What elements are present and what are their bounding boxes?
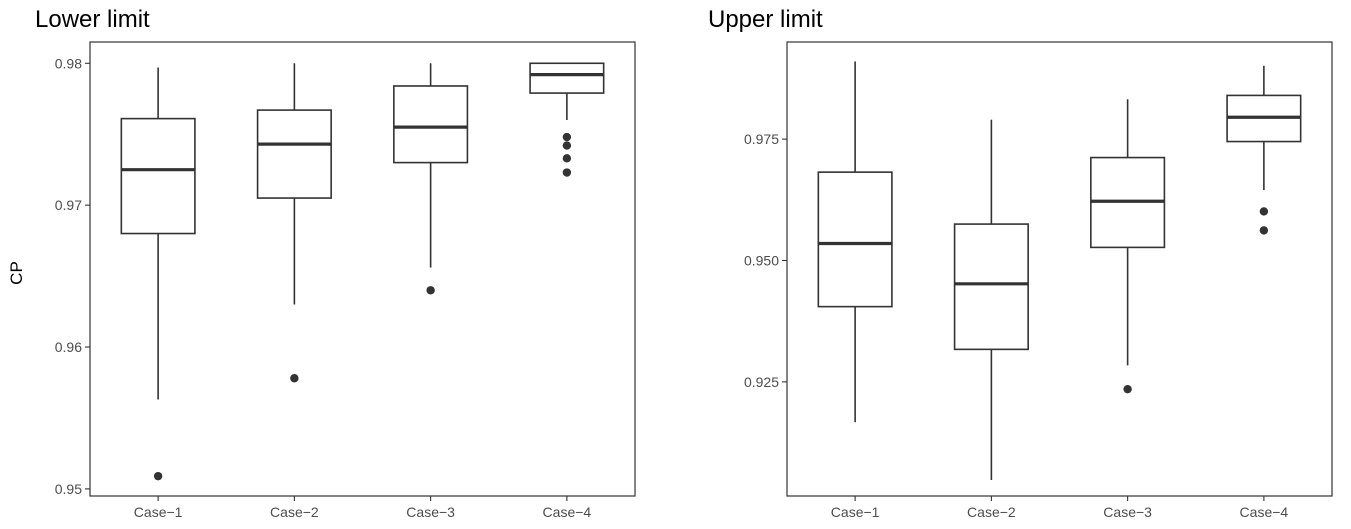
- outlier-point: [1123, 384, 1132, 394]
- x-axis: Case−1 Case−2 Case−3 Case−4: [134, 496, 592, 520]
- outlier-point: [1259, 207, 1269, 216]
- plot-area: [786, 41, 1333, 497]
- x-tick-label: Case−4: [1240, 504, 1289, 520]
- box-iqr: [256, 109, 332, 199]
- y-tick-label: 0.925: [744, 374, 779, 390]
- box-iqr: [120, 117, 196, 235]
- y-axis: 0.95 0.96 0.97 0.98: [55, 55, 90, 497]
- box-iqr: [817, 171, 893, 308]
- boxes: [817, 61, 1302, 480]
- outlier-point: [562, 141, 572, 150]
- y-tick-label: 0.950: [744, 253, 779, 269]
- box-1: [120, 67, 196, 481]
- box-iqr: [953, 223, 1029, 351]
- box-4: [1226, 65, 1302, 235]
- x-tick-label: Case−1: [831, 504, 880, 520]
- y-axis: 0.925 0.950 0.975: [744, 131, 787, 390]
- y-tick-label: 0.97: [55, 197, 82, 213]
- box-2: [256, 63, 332, 383]
- outlier-point: [290, 374, 299, 383]
- outlier-point: [426, 286, 435, 295]
- box-4: [529, 62, 605, 177]
- y-tick-label: 0.96: [55, 339, 82, 355]
- y-tick-label: 0.95: [55, 481, 82, 497]
- box-3: [393, 63, 469, 295]
- x-tick-label: Case−3: [406, 504, 455, 520]
- x-tick-label: Case−4: [543, 504, 592, 520]
- lower-limit-panel: Lower limit CP 0.950.960.970.98 Case−1 Ca…: [7, 6, 636, 520]
- x-tick-label: Case−3: [1103, 504, 1152, 520]
- y-tick-label: 0.98: [55, 55, 82, 71]
- box-2: [953, 119, 1029, 480]
- outlier-point: [562, 132, 572, 142]
- box-iqr: [393, 85, 469, 164]
- box-iqr: [529, 62, 605, 94]
- y-tick-label: 0.975: [744, 131, 779, 147]
- x-tick-label: Case−1: [134, 504, 183, 520]
- outlier-point: [153, 471, 163, 481]
- box-1: [817, 61, 893, 423]
- box-3: [1090, 99, 1166, 394]
- outlier-point: [562, 154, 572, 163]
- outlier-point: [562, 168, 572, 177]
- x-tick-label: Case−2: [967, 504, 1016, 520]
- y-axis-label: CP: [7, 261, 26, 285]
- x-axis: Case−1 Case−2 Case−3 Case−4: [831, 496, 1289, 520]
- plot-area: [89, 41, 636, 497]
- x-tick-label: Case−2: [270, 504, 319, 520]
- lower-limit-title: Lower limit: [35, 6, 150, 33]
- upper-limit-title: Upper limit: [708, 6, 823, 33]
- upper-limit-panel: Upper limit 0.925 0.950 0.975 Case−1 Case−2…: [708, 6, 1333, 520]
- outlier-point: [1259, 226, 1269, 235]
- boxes: [120, 62, 605, 481]
